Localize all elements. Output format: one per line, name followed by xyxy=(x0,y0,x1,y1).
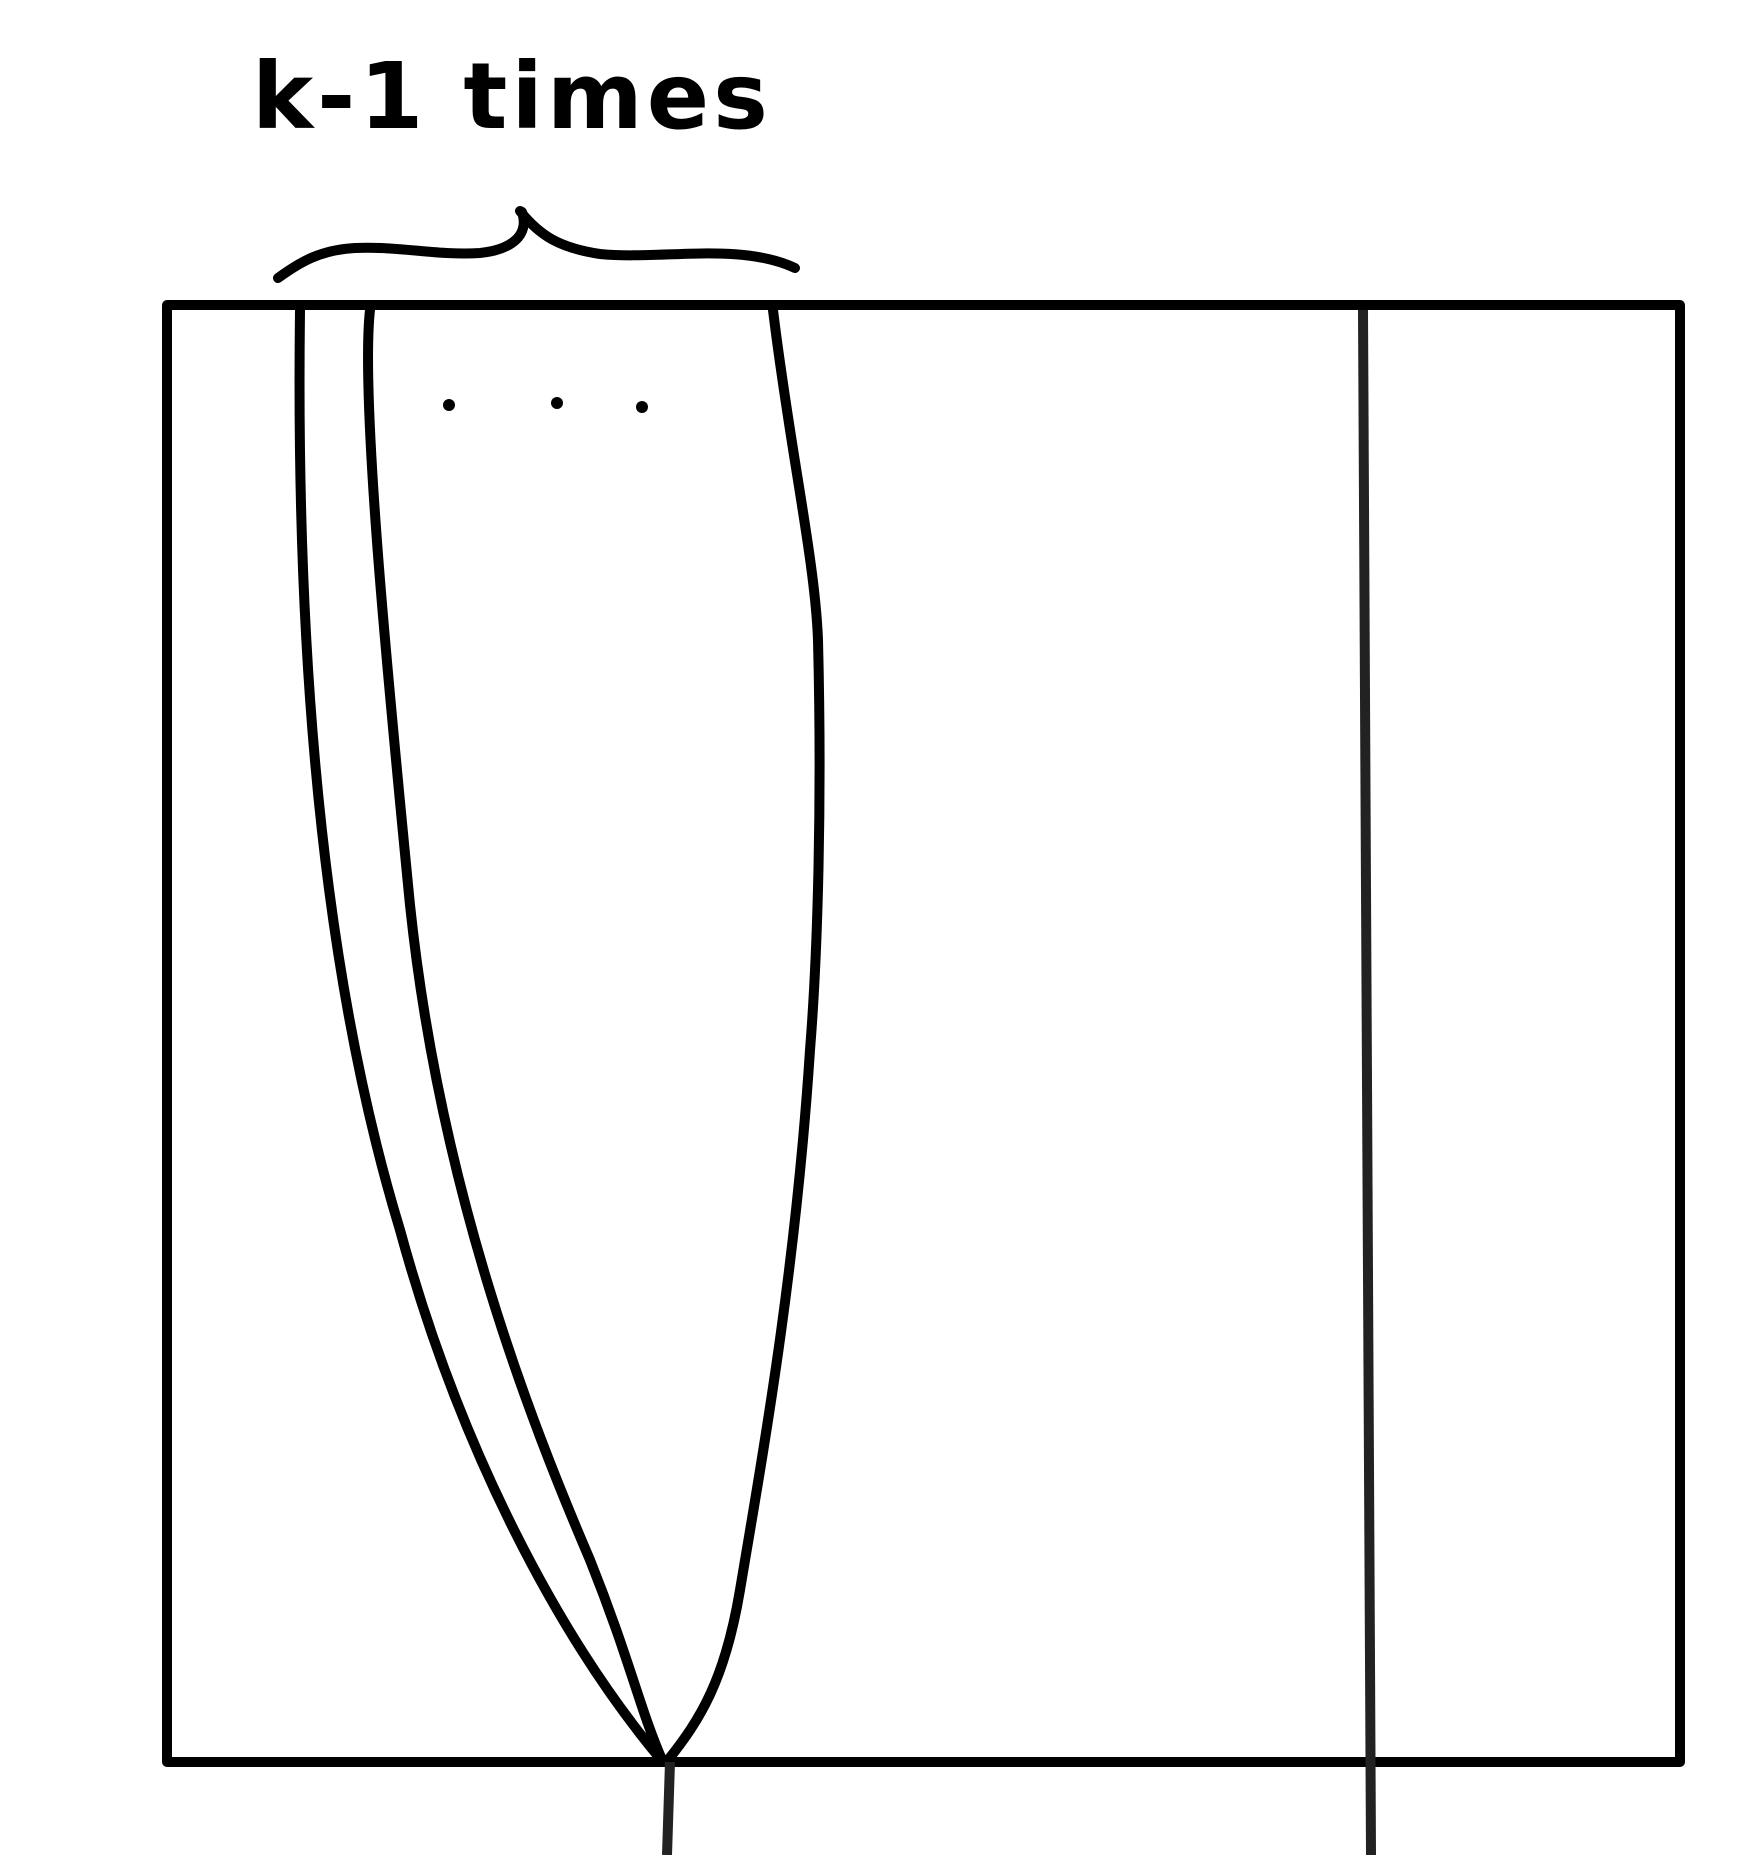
repeat-count-label: k-1 times xyxy=(252,43,772,150)
ellipsis-dot-3 xyxy=(636,401,648,413)
strand-1 xyxy=(294,305,668,1767)
ellipsis-dot-2 xyxy=(551,397,563,409)
straight-strand-right xyxy=(1358,309,1376,1855)
bottom-exit-strand xyxy=(662,1761,675,1855)
ellipsis-dot-1 xyxy=(443,399,455,411)
grouping-brace xyxy=(273,206,800,283)
strand-k-minus-1 xyxy=(663,305,825,1765)
outer-frame xyxy=(162,300,1685,1767)
strand-2 xyxy=(363,305,668,1767)
